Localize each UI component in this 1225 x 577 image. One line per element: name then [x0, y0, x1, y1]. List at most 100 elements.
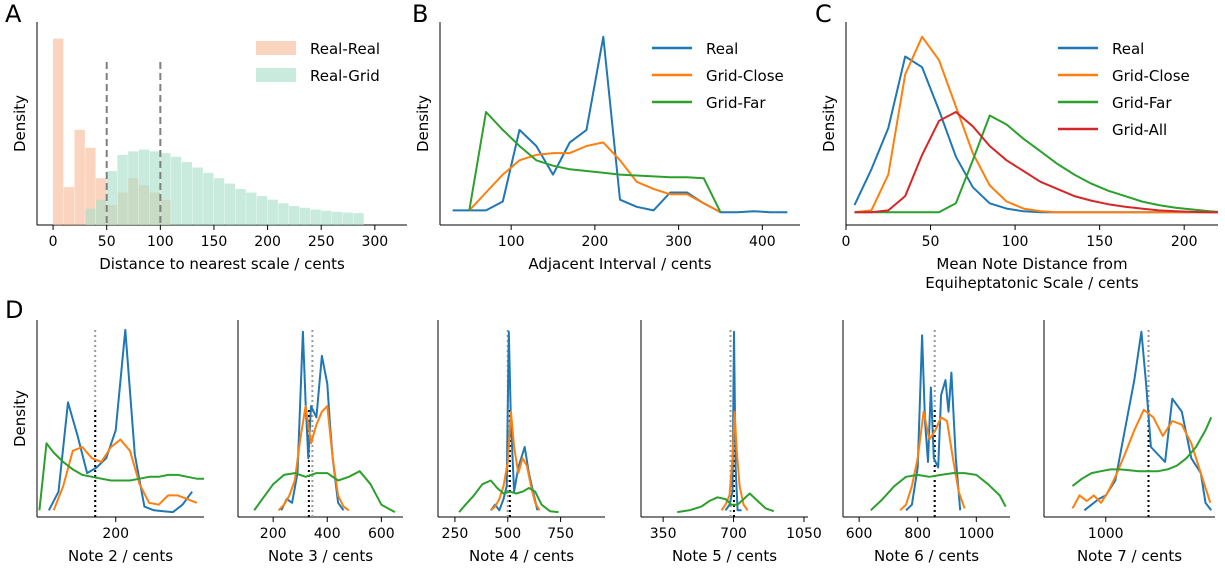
histogram-bar — [267, 199, 278, 225]
legend-label: Grid-All — [1112, 121, 1167, 139]
series-line-grid-close — [52, 438, 198, 511]
panel-c: 0 50 100 150 200 Mean Note Distance fromEquih… — [820, 22, 1219, 292]
legend-label: Real-Real — [310, 40, 380, 58]
panel-a: 0 50 100 150 200 250 300 Distance to nearest sc… — [11, 22, 407, 273]
legend: Real Grid-Close Grid-Far — [652, 40, 784, 112]
x-axis-label: Note 3 / cents — [268, 547, 373, 565]
histogram-bar — [160, 153, 171, 225]
histogram-bar — [235, 188, 246, 225]
histogram-bar — [278, 203, 289, 225]
x-tick-label: 300 — [665, 234, 692, 250]
histogram-bar — [128, 151, 139, 225]
legend: Real Grid-Close Grid-Far Grid-All — [1058, 40, 1190, 139]
histogram-bar — [53, 38, 64, 225]
x-axis-label: Distance to nearest scale / cents — [99, 255, 345, 273]
histogram-bar — [74, 129, 85, 225]
y-axis-label: Density — [820, 95, 838, 152]
x-tick-label: 400 — [314, 526, 341, 542]
histogram-bar — [106, 171, 118, 225]
legend-label: Grid-Far — [706, 94, 766, 112]
x-tick-label: 500 — [494, 526, 521, 542]
histogram-bar — [310, 209, 321, 225]
x-tick-label: 1000 — [1088, 526, 1124, 542]
x-tick-label: 150 — [1086, 234, 1113, 250]
x-axis-label: Note 5 / cents — [672, 547, 777, 565]
x-tick-label: 200 — [1171, 234, 1198, 250]
histogram-bar — [203, 172, 214, 225]
series-line-real — [905, 334, 962, 512]
legend-swatch — [256, 41, 296, 55]
histogram-bar — [299, 207, 311, 225]
histogram-bar — [95, 199, 107, 225]
x-tick-label: 1000 — [958, 526, 994, 542]
histogram-bar — [149, 151, 160, 225]
histogram-bar — [171, 156, 182, 225]
x-tick-label: 0 — [842, 234, 851, 250]
histogram-bar — [63, 187, 75, 225]
histogram-bar — [85, 208, 96, 225]
series-line-grid-close — [277, 405, 350, 512]
series-line-grid-far — [870, 472, 1007, 512]
series-line-grid-far — [1071, 416, 1213, 487]
series-line-grid-far — [854, 114, 1219, 214]
x-tick-label: 0 — [49, 234, 58, 250]
legend-label: Real — [706, 40, 738, 58]
series-line-grid-all — [854, 111, 1218, 214]
x-tick-label: 50 — [922, 234, 940, 250]
histogram-bar — [246, 192, 257, 225]
panel-d3: 250 500 750 Note 4 / cents — [437, 320, 605, 565]
series-line-grid-close — [899, 410, 966, 512]
series-line-real — [724, 330, 742, 512]
series-line-grid-far — [38, 442, 204, 511]
panel-d6: 1000 Note 7 / cents — [1043, 320, 1215, 565]
x-axis-label-line2: Equiheptatonic Scale / cents — [925, 274, 1139, 292]
panel-label-b: B — [412, 0, 428, 28]
x-tick-label: 1050 — [786, 526, 822, 542]
legend-swatch — [256, 68, 296, 82]
panel-label-a: A — [5, 0, 22, 28]
histogram-bar — [213, 178, 225, 225]
x-tick-label: 200 — [254, 234, 281, 250]
y-axis-label: Density — [11, 95, 29, 152]
x-tick-label: 100 — [1002, 234, 1029, 250]
series-line-grid-far — [458, 479, 559, 514]
histogram-bar — [331, 211, 343, 225]
legend-label: Grid-Close — [706, 67, 784, 85]
panel-label-c: C — [815, 0, 832, 28]
series-line-grid-far — [468, 111, 722, 213]
series-line-real — [452, 35, 788, 214]
histogram-bar — [256, 196, 268, 225]
x-axis-label: Mean Note Distance from — [936, 255, 1127, 273]
legend: Real-Real Real-Grid — [256, 40, 380, 85]
series-line-grid-close — [1071, 408, 1212, 509]
panel-d5: 600 800 1000 Note 6 / cents — [842, 320, 1010, 565]
panel-d1: 200 Note 2 / cents Density — [11, 320, 204, 565]
panel-b: 100 200 300 400 Adjacent Interval / cents Den… — [414, 22, 800, 273]
x-tick-label: 600 — [846, 526, 873, 542]
x-tick-label: 200 — [260, 526, 287, 542]
x-axis-label: Note 7 / cents — [1077, 547, 1182, 565]
histogram-bar — [342, 212, 353, 225]
panel-d2: 200 400 600 Note 3 / cents — [237, 320, 403, 565]
histogram-bar — [117, 154, 128, 225]
series-line-grid-far — [253, 470, 396, 513]
legend-label: Grid-Far — [1112, 94, 1172, 112]
x-tick-label: 100 — [147, 234, 174, 250]
x-tick-label: 100 — [498, 234, 525, 250]
x-axis-label: Adjacent Interval / cents — [528, 255, 711, 273]
series-line-grid-close — [490, 410, 541, 512]
x-axis-label: Note 4 / cents — [469, 547, 574, 565]
histogram-series-1 — [85, 149, 364, 225]
x-tick-label: 400 — [749, 234, 776, 250]
x-tick-label: 700 — [720, 526, 747, 542]
series-line-real — [48, 328, 193, 514]
x-tick-label: 200 — [582, 234, 609, 250]
histogram-bar — [224, 183, 236, 225]
series-line-grid-close — [854, 35, 1218, 214]
histogram-bar — [321, 210, 332, 225]
x-tick-label: 150 — [201, 234, 228, 250]
series-line-grid-far — [677, 492, 775, 514]
x-tick-label: 200 — [102, 526, 129, 542]
panel-d4: 350 700 1050 Note 5 / cents — [640, 320, 822, 565]
